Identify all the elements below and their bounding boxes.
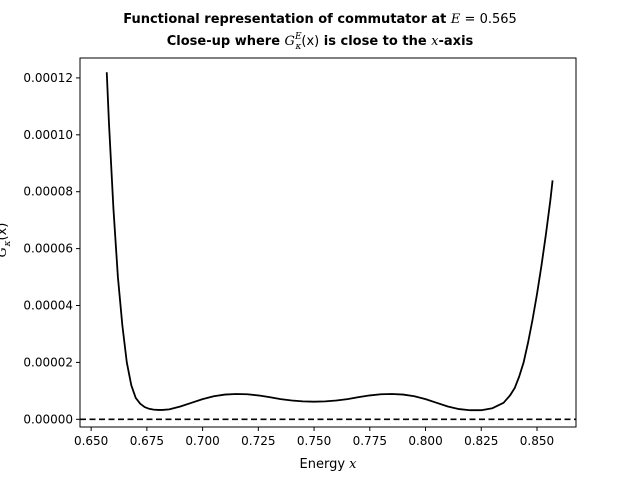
x-tick-label: 0.650 — [74, 434, 108, 448]
g-kappa-curve — [105, 72, 554, 412]
x-tick-label: 0.750 — [297, 434, 331, 448]
y-tick-label: 0.00004 — [23, 299, 73, 313]
x-tick-label: 0.825 — [464, 434, 498, 448]
x-tick-label: 0.775 — [353, 434, 387, 448]
x-tick-label: 0.850 — [520, 434, 554, 448]
y-tick-label: 0.00006 — [23, 242, 73, 256]
x-tick-label: 0.800 — [408, 434, 442, 448]
y-axis-ticks: 0.00000 0.00002 0.00004 0.00006 0.00008 0.000… — [23, 71, 80, 426]
y-tick-label: 0.00008 — [23, 185, 73, 199]
y-axis-label: GEκ(x) — [0, 223, 13, 258]
y-tick-label: 0.00002 — [23, 355, 73, 369]
y-tick-label: 0.00010 — [23, 128, 73, 142]
chart-title-line-2: Close-up where GE κ(x) is close to the x-… — [167, 32, 474, 52]
plot-area-frame — [79, 57, 577, 428]
x-tick-label: 0.725 — [241, 434, 275, 448]
y-tick-label: 0.00000 — [23, 412, 73, 426]
x-axis-ticks: 0.650 0.675 0.700 0.725 0.750 0.775 0.800 0.825… — [74, 427, 554, 448]
x-axis-label: Energy x — [300, 457, 358, 472]
series-layer — [80, 72, 576, 421]
x-tick-label: 0.700 — [185, 434, 219, 448]
y-tick-label: 0.00012 — [23, 71, 73, 85]
chart-title-line-1: Functional representation of commutator … — [123, 12, 517, 27]
x-tick-label: 0.675 — [130, 434, 164, 448]
